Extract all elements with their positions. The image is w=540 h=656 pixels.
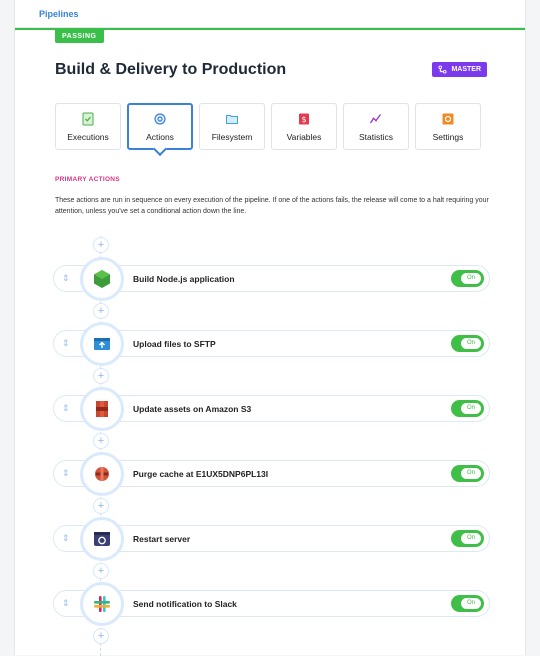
sftp-upload-icon xyxy=(94,338,110,350)
settings-icon xyxy=(442,113,454,124)
action-icon-ring xyxy=(80,517,124,561)
pipeline-tabs: Executions Actions Filesystem $ Variable… xyxy=(55,103,481,150)
tab-settings-label: Settings xyxy=(432,131,464,142)
drag-handle-icon[interactable]: ⇕ xyxy=(62,338,70,348)
dollar-icon: $ xyxy=(299,113,309,124)
action-row[interactable]: ⇕ Restart server On xyxy=(53,517,490,561)
toggle-label: On xyxy=(461,533,481,544)
action-icon-ring xyxy=(80,257,124,301)
action-label: Build Node.js application xyxy=(133,274,235,284)
drag-handle-icon[interactable]: ⇕ xyxy=(62,273,70,283)
toggle-label: On xyxy=(461,273,481,284)
add-action-button[interactable]: + xyxy=(93,237,109,253)
tab-executions[interactable]: Executions xyxy=(55,103,121,150)
tab-executions-label: Executions xyxy=(67,131,109,142)
tab-actions[interactable]: Actions xyxy=(127,103,193,150)
tab-statistics[interactable]: Statistics xyxy=(343,103,409,150)
action-toggle[interactable]: On xyxy=(451,530,484,547)
action-row[interactable]: ⇕ Build Node.js application On xyxy=(53,257,490,301)
add-action-button[interactable]: + xyxy=(93,628,109,644)
action-row[interactable]: ⇕ Send notification to Slack On xyxy=(53,582,490,626)
nodejs-icon xyxy=(94,270,110,288)
action-label: Upload files to SFTP xyxy=(133,339,216,349)
toggle-label: On xyxy=(461,338,481,349)
drag-handle-icon[interactable]: ⇕ xyxy=(62,403,70,413)
action-toggle[interactable]: On xyxy=(451,335,484,352)
tab-actions-label: Actions xyxy=(146,131,174,142)
tab-filesystem[interactable]: Filesystem xyxy=(199,103,265,150)
tab-variables[interactable]: $ Variables xyxy=(271,103,337,150)
tab-filesystem-label: Filesystem xyxy=(211,131,253,142)
branch-icon xyxy=(438,65,447,74)
action-row[interactable]: ⇕ Upload files to SFTP On xyxy=(53,322,490,366)
slack-icon xyxy=(94,596,110,612)
drag-handle-icon[interactable]: ⇕ xyxy=(62,468,70,478)
top-bar: Pipelines xyxy=(15,0,525,28)
status-line xyxy=(15,28,525,30)
branch-badge[interactable]: MASTER xyxy=(432,62,487,77)
svg-text:$: $ xyxy=(301,115,306,124)
pipeline-panel: Pipelines PASSING Build & Delivery to Pr… xyxy=(14,0,526,656)
action-icon-ring xyxy=(80,322,124,366)
action-row[interactable]: ⇕ Purge cache at E1UX5DNP6PL13I On xyxy=(53,452,490,496)
add-action-button[interactable]: + xyxy=(93,433,109,449)
add-action-button[interactable]: + xyxy=(93,498,109,514)
drag-handle-icon[interactable]: ⇕ xyxy=(62,533,70,543)
tab-statistics-label: Statistics xyxy=(358,131,393,142)
checklist-icon xyxy=(82,112,94,125)
add-action-button[interactable]: + xyxy=(93,368,109,384)
action-label: Restart server xyxy=(133,534,191,544)
action-toggle[interactable]: On xyxy=(451,465,484,482)
add-action-button[interactable]: + xyxy=(93,303,109,319)
toggle-label: On xyxy=(461,598,481,609)
action-icon-ring xyxy=(80,452,124,496)
action-toggle[interactable]: On xyxy=(451,270,484,287)
action-label: Send notification to Slack xyxy=(133,599,237,609)
action-row[interactable]: ⇕ Update assets on Amazon S3 On xyxy=(53,387,490,431)
branch-label: MASTER xyxy=(451,66,481,73)
chart-line-icon xyxy=(369,113,382,123)
breadcrumb-pipelines[interactable]: Pipelines xyxy=(39,8,79,19)
action-toggle[interactable]: On xyxy=(451,400,484,417)
action-icon-ring xyxy=(80,582,124,626)
action-toggle[interactable]: On xyxy=(451,595,484,612)
status-badge: PASSING xyxy=(55,30,104,43)
action-label: Purge cache at E1UX5DNP6PL13I xyxy=(133,469,269,479)
toggle-label: On xyxy=(461,468,481,479)
drag-handle-icon[interactable]: ⇕ xyxy=(62,598,70,608)
folder-icon xyxy=(226,114,238,124)
tab-settings[interactable]: Settings xyxy=(415,103,481,150)
action-icon-ring xyxy=(80,387,124,431)
tab-variables-label: Variables xyxy=(286,131,322,142)
add-action-button[interactable]: + xyxy=(93,563,109,579)
toggle-label: On xyxy=(461,403,481,414)
section-description: These actions are run in sequence on eve… xyxy=(55,197,489,215)
page-title: Build & Delivery to Production xyxy=(55,61,287,78)
server-restart-icon xyxy=(94,532,110,546)
section-heading: PRIMARY ACTIONS xyxy=(55,176,120,183)
cloudfront-icon xyxy=(95,467,109,481)
gear-icon xyxy=(154,112,166,125)
amazon-s3-icon xyxy=(96,401,108,417)
action-label: Update assets on Amazon S3 xyxy=(133,404,252,414)
